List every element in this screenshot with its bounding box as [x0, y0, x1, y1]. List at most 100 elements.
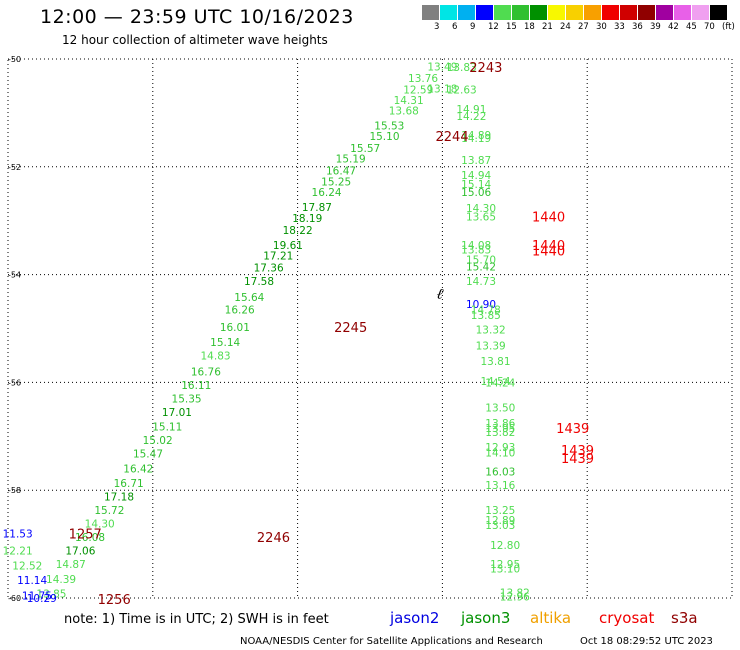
legend-label: 9: [470, 22, 476, 32]
wave-height-label: 13.18: [427, 84, 457, 96]
wave-height-label: 16.71: [114, 478, 144, 490]
map-subtitle: 12 hour collection of altimeter wave hei…: [62, 33, 328, 47]
wave-height-label: 13.82: [485, 427, 515, 439]
wave-height-label: 14.24: [485, 377, 515, 389]
wave-height-label: 12.96: [500, 591, 530, 603]
time-tag-label: 2246: [257, 531, 290, 546]
wave-height-label: 14.87: [56, 559, 86, 571]
altimeter-map: 150153156159162165-50-52-54-56-58-60 13.…: [3, 55, 733, 605]
wave-height-label: 15.64: [234, 292, 264, 304]
wave-height-label: 12.52: [12, 561, 42, 573]
legend-swatch: [710, 5, 727, 20]
lat-tick-label: -60: [8, 594, 21, 603]
footer-timestamp: Oct 18 08:29:52 UTC 2023: [580, 636, 713, 647]
legend-swatch: [692, 5, 709, 20]
wave-height-label: 15.14: [461, 179, 491, 191]
wave-height-label: 14.83: [201, 350, 231, 362]
time-tag-label: 2245: [334, 321, 367, 336]
legend-swatch: [638, 5, 655, 20]
legend-swatch: [602, 5, 619, 20]
wave-height-label: 15.14: [210, 337, 240, 349]
wave-height-label: 17.58: [244, 276, 274, 288]
wave-height-label: 13.83: [447, 62, 477, 74]
wave-height-label: 15.35: [172, 394, 202, 406]
wave-height-label: 14.30: [85, 519, 115, 531]
legend-swatch: [512, 5, 529, 20]
wave-height-label: 13.03: [485, 520, 515, 532]
wave-height-label: 14.30: [466, 203, 496, 215]
wave-height-label: 18.22: [283, 225, 313, 237]
wave-height-label: 16.01: [220, 322, 250, 334]
time-tag-label: 1439: [556, 422, 589, 437]
legend-swatch: [548, 5, 565, 20]
wave-height-label: 13.95: [485, 423, 515, 435]
wave-height-label: 13.76: [408, 73, 438, 85]
satellite-legend-entry: altika: [530, 609, 572, 627]
satellite-legend-entry: jason2: [390, 609, 440, 627]
axis-ticks: 150153156159162165-50-52-54-56-58-60: [8, 55, 21, 603]
wave-height-label: 13.39: [476, 341, 506, 353]
map-title: 12:00 — 23:59 UTC 10/16/2023: [40, 6, 354, 28]
lat-tick-label: -50: [8, 55, 21, 64]
wave-height-label: 14.19: [461, 133, 491, 145]
wave-height-label: 18.19: [292, 213, 322, 225]
time-tag-label: 1257: [69, 527, 102, 542]
wave-height-labels: 13.4913.8313.7612.5913.1812.6314.3113.68…: [3, 62, 531, 605]
legend-swatch: [674, 5, 691, 20]
legend-swatch: [566, 5, 583, 20]
wave-height-label: 13.86: [485, 418, 515, 430]
wave-height-label: 16.76: [191, 367, 221, 379]
legend-label: 42: [668, 22, 679, 32]
wave-height-label: 15.11: [152, 422, 182, 434]
time-tag-label: 1440: [532, 239, 565, 254]
wave-height-label: 16.03: [485, 466, 515, 478]
legend-label: (ft): [722, 22, 735, 32]
wave-height-label: 14.94: [461, 170, 491, 182]
wave-height-label: 13.10: [490, 563, 520, 575]
wave-height-label: 13.85: [471, 310, 501, 322]
wave-height-label: 13.68: [389, 106, 419, 118]
wave-height-label: 13.87: [461, 155, 491, 167]
wave-height-label: 14.22: [456, 111, 486, 123]
legend-label: 12: [488, 22, 499, 32]
wave-height-label: 17.87: [302, 202, 332, 214]
satellite-legend-entry: jason3: [461, 609, 511, 627]
time-tag-label: 2243: [469, 61, 502, 76]
wave-height-label: 14.08: [461, 240, 491, 252]
wave-height-label: 17.36: [254, 263, 284, 275]
island-mark: ℓ: [435, 284, 444, 303]
time-tags: 2243224422452246125712561440144014401439…: [69, 61, 594, 605]
wave-height-label: 15.10: [369, 131, 399, 143]
wave-height-label: 10.90: [466, 299, 496, 311]
wave-height-label: 11.53: [3, 528, 33, 540]
wave-height-label: 14.86: [27, 604, 57, 605]
wave-height-label: 15.57: [350, 143, 380, 155]
wave-height-label: 17.01: [162, 407, 192, 419]
wave-height-label: 11.14: [17, 575, 47, 587]
wave-height-label: 11.75: [22, 590, 52, 602]
time-tag-label: 1439: [561, 452, 594, 467]
wave-height-label: 15.19: [336, 154, 366, 166]
legend-swatch: [458, 5, 475, 20]
wave-height-label: 14.73: [466, 276, 496, 288]
legend-label: 70: [704, 22, 715, 32]
wave-height-label: 15.53: [374, 120, 404, 132]
wave-height-label: 10.29: [27, 593, 57, 605]
wave-height-label: 17.18: [104, 492, 134, 504]
time-tag-label: 1439: [561, 444, 594, 459]
wave-height-label: 14.89: [461, 130, 491, 142]
wave-height-label: 12.80: [490, 540, 520, 552]
map-frame: [7, 58, 733, 599]
legend-label: 6: [452, 22, 458, 32]
wave-height-label: 12.95: [490, 559, 520, 571]
legend-label: 36: [632, 22, 643, 32]
wave-height-label: 13.49: [427, 62, 457, 74]
legend-label: 21: [542, 22, 553, 32]
legend-label: 33: [614, 22, 625, 32]
wave-height-label: 15.25: [321, 176, 351, 188]
legend-label: 3: [434, 22, 440, 32]
legend-label: 18: [524, 22, 535, 32]
legend-swatch: [440, 5, 457, 20]
map-grid: [7, 58, 733, 599]
wave-height-label: 16.08: [75, 532, 105, 544]
